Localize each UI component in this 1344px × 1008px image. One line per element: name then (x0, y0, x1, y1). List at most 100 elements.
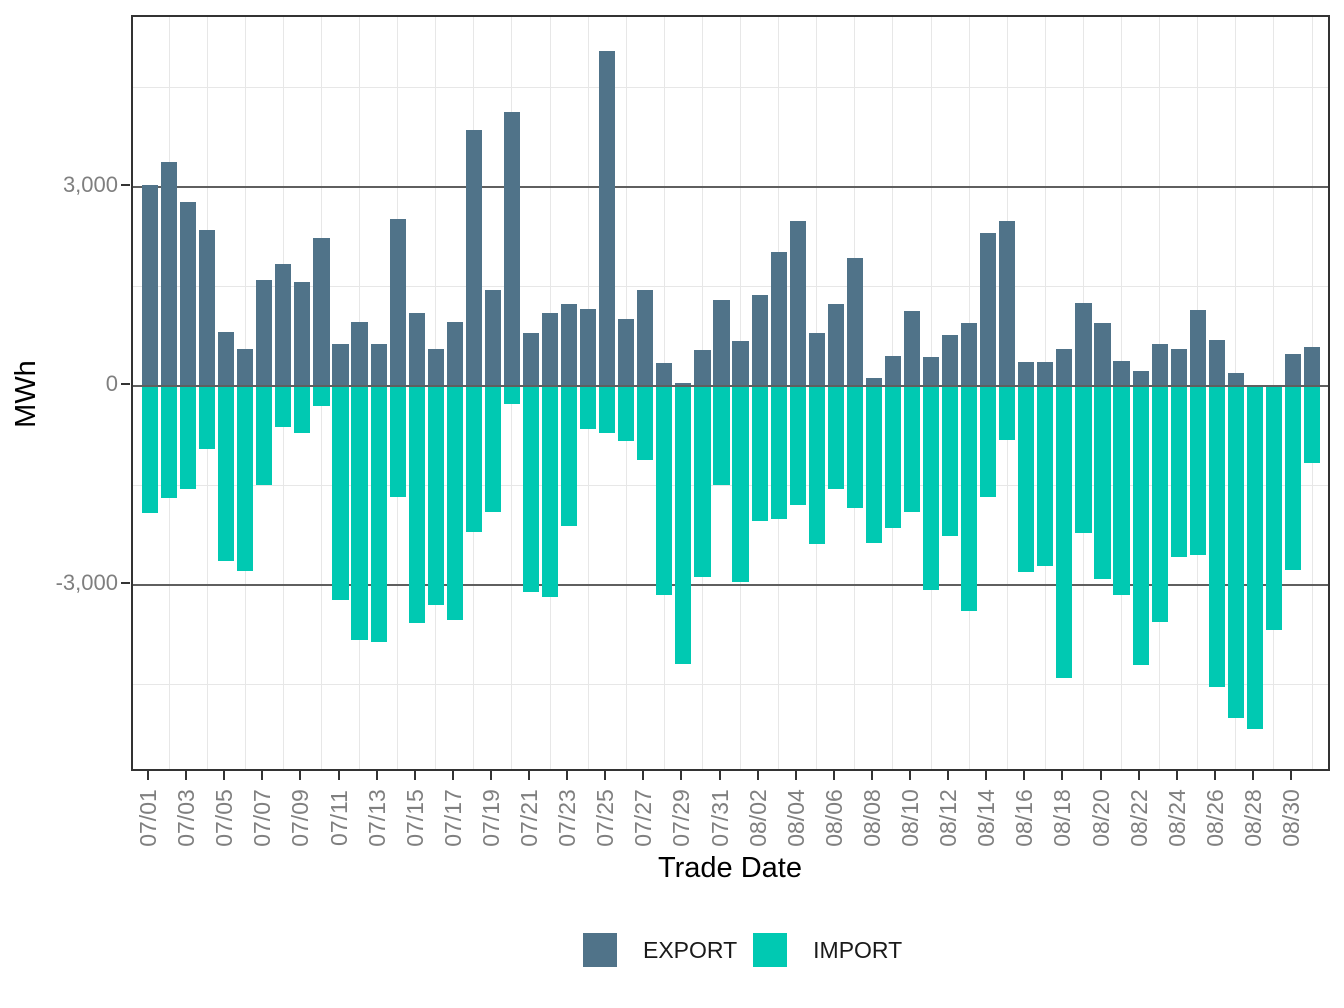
x-tick-mark (870, 771, 873, 780)
import-bar (694, 386, 711, 578)
import-bar (884, 386, 902, 529)
export-bar (1113, 360, 1130, 387)
import-bar (1246, 386, 1263, 729)
x-tick-label: 08/14 (973, 789, 1000, 847)
export-bar (1094, 323, 1111, 387)
export-bar (675, 383, 692, 387)
export-bar (732, 341, 749, 387)
import-bar (1132, 386, 1149, 665)
import-bar (141, 386, 159, 514)
export-bar (541, 313, 559, 387)
import-bar (370, 386, 387, 643)
x-tick-mark (794, 771, 797, 780)
import-bar (1189, 386, 1206, 555)
x-tick-label: 08/10 (897, 789, 923, 847)
import-bar (427, 386, 444, 605)
legend-swatch-export-icon (583, 933, 617, 967)
import-bar (389, 386, 406, 498)
export-bar (999, 220, 1016, 387)
legend-swatch-import-icon (753, 933, 788, 967)
export-bar (484, 290, 501, 387)
export-bar (1151, 343, 1168, 387)
gridline-zero (133, 385, 1328, 388)
x-tick-label: 08/06 (820, 789, 847, 847)
y-tick-mark (121, 383, 130, 386)
y-tick-mark (121, 184, 130, 187)
x-tick-mark (489, 771, 492, 780)
x-tick-label: 07/29 (668, 789, 695, 847)
export-bar (1189, 310, 1206, 387)
import-bar (1227, 386, 1244, 718)
import-bar (199, 386, 216, 450)
gridline-y-major (133, 584, 1328, 587)
x-tick-mark (261, 771, 264, 780)
x-tick-mark (1023, 771, 1026, 780)
import-bar (408, 386, 425, 624)
export-bar (884, 355, 902, 387)
x-tick-mark (718, 771, 721, 780)
x-tick-mark (185, 771, 188, 780)
x-tick-label: 07/01 (135, 789, 161, 847)
x-tick-label: 08/08 (858, 789, 885, 847)
x-tick-label: 07/11 (325, 790, 352, 846)
export-bar (770, 251, 787, 387)
import-bar (599, 386, 616, 433)
export-bar (1056, 348, 1073, 387)
export-bar (446, 322, 463, 387)
import-bar (1094, 386, 1111, 580)
x-tick-label: 07/05 (211, 789, 238, 847)
export-bar (256, 280, 273, 387)
import-bar (903, 386, 921, 512)
export-bar (313, 238, 330, 387)
export-bar (865, 378, 882, 387)
legend-label-import: IMPORT (813, 936, 903, 963)
export-bar (370, 343, 387, 387)
import-bar (332, 386, 349, 600)
import-bar (808, 386, 825, 545)
export-bar (561, 304, 578, 387)
export-bar (1018, 361, 1035, 387)
x-tick-label: 08/24 (1163, 789, 1190, 847)
legend: EXPORT IMPORT (583, 933, 902, 967)
export-bar (580, 308, 597, 387)
x-tick-label: 08/26 (1201, 789, 1228, 847)
x-tick-label: 07/27 (630, 789, 657, 847)
export-bar (1170, 349, 1187, 387)
export-bar (846, 257, 863, 387)
x-tick-mark (1099, 771, 1102, 780)
x-tick-mark (299, 771, 302, 780)
export-bar (656, 363, 673, 387)
import-bar (256, 386, 273, 485)
import-bar (484, 386, 501, 513)
import-bar (1170, 386, 1187, 558)
x-tick-label: 07/31 (706, 789, 733, 847)
export-bar (237, 349, 254, 387)
import-bar (980, 386, 997, 498)
x-tick-label: 07/09 (287, 789, 314, 847)
import-bar (351, 386, 368, 641)
export-bar (465, 129, 482, 387)
x-axis-title: Trade Date (658, 852, 802, 884)
export-bar (1132, 371, 1149, 387)
x-tick-mark (451, 771, 454, 780)
export-bar (294, 282, 311, 387)
gridline-y-minor (133, 286, 1328, 288)
import-bar (713, 386, 730, 485)
import-bar (503, 386, 521, 404)
import-bar (237, 386, 254, 571)
export-bar (1284, 353, 1302, 387)
export-bar (180, 202, 197, 387)
export-bar (503, 111, 521, 387)
import-bar (1075, 386, 1092, 533)
x-tick-label: 08/02 (744, 789, 771, 847)
x-tick-label: 07/07 (249, 789, 276, 847)
x-tick-mark (528, 771, 530, 780)
x-tick-mark (1290, 771, 1292, 780)
export-bar (1303, 346, 1321, 387)
import-bar (961, 386, 978, 611)
import-bar (313, 386, 330, 406)
gridline-y-minor (133, 485, 1328, 487)
import-bar (1265, 386, 1283, 630)
export-bar (694, 349, 711, 387)
export-bar (713, 300, 730, 387)
